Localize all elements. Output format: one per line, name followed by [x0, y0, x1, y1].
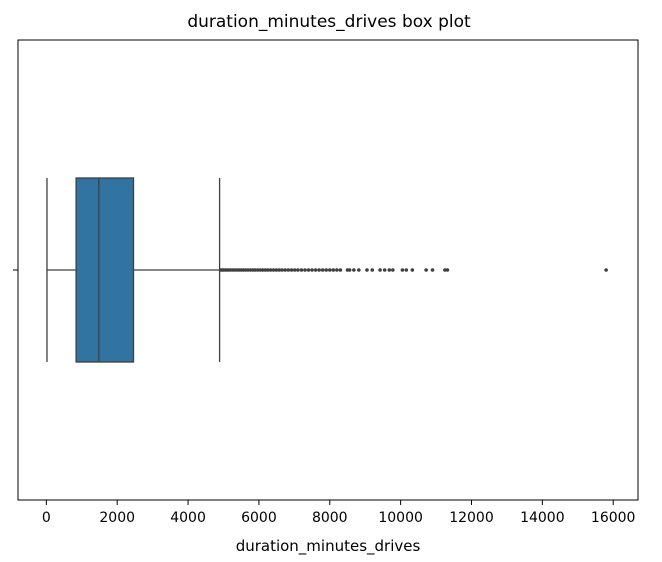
outlier-point — [347, 268, 352, 272]
outlier-point — [292, 268, 297, 272]
x-tick-label: 4000 — [170, 510, 206, 526]
x-tick-label: 10000 — [378, 510, 423, 526]
outlier-point — [445, 268, 450, 272]
outlier-point — [251, 268, 255, 272]
outlier-point — [265, 268, 270, 272]
chart-title: duration_minutes_drives box plot — [187, 12, 471, 32]
outlier-point — [387, 268, 392, 272]
outlier-point — [296, 268, 300, 272]
x-axis-label: duration_minutes_drives — [236, 537, 421, 556]
outlier-point — [391, 268, 395, 272]
outlier-point — [286, 268, 291, 272]
outlier-point — [313, 268, 318, 272]
outlier-point — [404, 268, 409, 272]
outlier-point — [306, 268, 311, 272]
outlier-point — [424, 268, 428, 272]
x-tick-label: 16000 — [591, 510, 636, 526]
outlier-point — [258, 268, 263, 272]
outlier-point — [271, 268, 276, 272]
outlier-point — [357, 268, 361, 272]
x-tick-label: 12000 — [449, 510, 494, 526]
outlier-point — [303, 268, 307, 272]
outlier-point — [327, 268, 332, 272]
outlier-point — [283, 268, 287, 272]
plot-marks — [46, 177, 608, 363]
x-axis: 0 2000 4000 6000 8000 10000 12000 14000 16000 — [42, 500, 636, 526]
outlier-point — [268, 268, 273, 272]
outlier-point — [310, 268, 314, 272]
x-tick-label: 2000 — [99, 510, 135, 526]
outlier-point — [320, 268, 325, 272]
outlier-point — [280, 268, 284, 272]
outlier-point — [335, 268, 339, 272]
x-tick-label: 6000 — [241, 510, 277, 526]
outlier-point — [277, 268, 281, 272]
outlier-point — [253, 268, 258, 272]
outlier-point — [263, 268, 268, 272]
outlier-point — [430, 268, 435, 272]
outlier-point — [261, 268, 265, 272]
outlier-point — [256, 268, 260, 272]
x-tick-label: 14000 — [520, 510, 565, 526]
outlier-point — [400, 268, 405, 272]
outlier-point — [289, 268, 294, 272]
outlier-point — [324, 268, 329, 272]
outlier-point — [352, 268, 356, 272]
outlier-point — [274, 268, 279, 272]
outlier-point — [382, 268, 387, 272]
outlier-point — [243, 268, 248, 272]
x-tick-label: 8000 — [312, 510, 348, 526]
outlier-point — [443, 268, 447, 272]
outlier-point — [365, 268, 369, 272]
outlier-point — [604, 268, 608, 272]
outlier-point — [410, 268, 415, 272]
x-tick-label: 0 — [42, 510, 51, 526]
outlier-point — [246, 268, 250, 272]
outlier-point — [331, 268, 336, 272]
outlier-point — [378, 268, 382, 272]
outlier-point — [338, 268, 343, 272]
outlier-point — [299, 268, 304, 272]
outlier-point — [317, 268, 321, 272]
iqr-box — [75, 177, 135, 363]
outlier-point — [370, 268, 375, 272]
outlier-point — [248, 268, 253, 272]
